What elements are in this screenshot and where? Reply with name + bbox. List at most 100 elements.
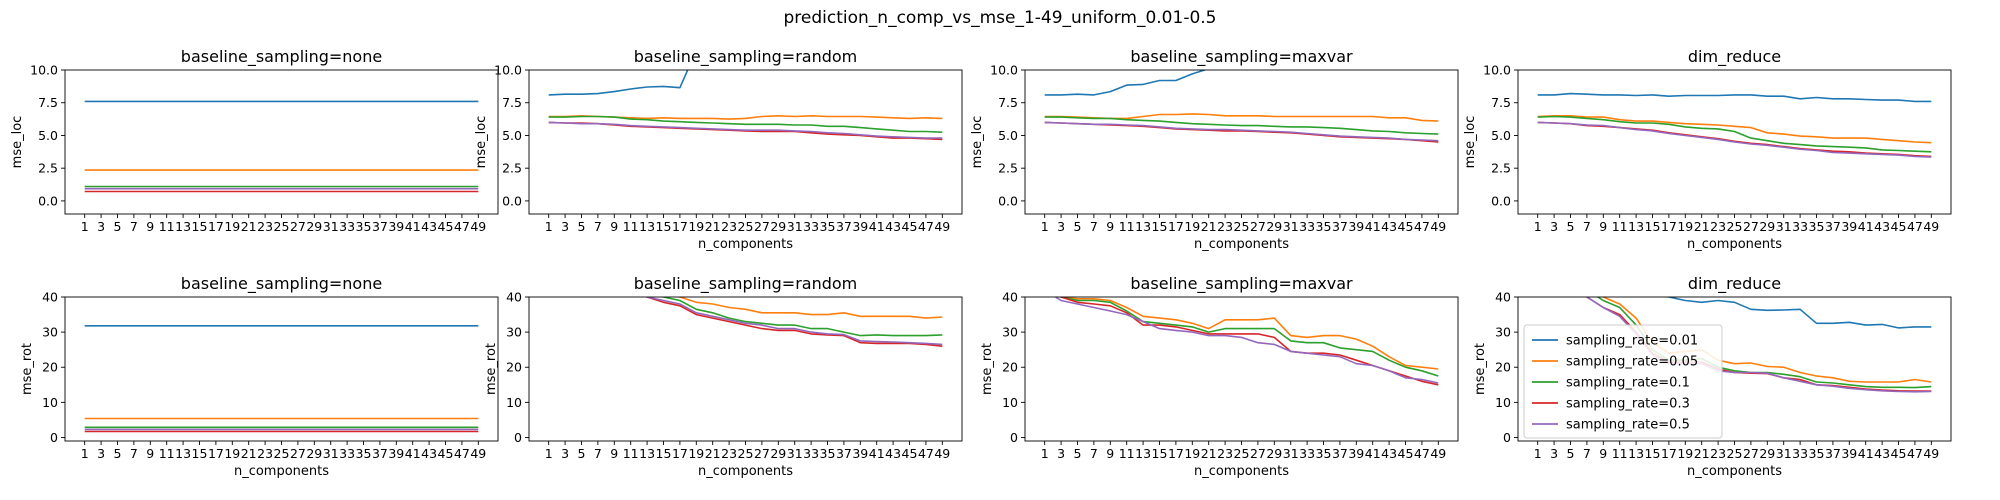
y-tick-label: 10 xyxy=(42,395,58,410)
x-tick-label: 47 xyxy=(1414,219,1430,234)
legend: sampling_rate=0.01 sampling_rate=0.05samp… xyxy=(1523,324,1723,439)
x-tick-label: 7 xyxy=(1090,446,1098,461)
x-tick-label: 31 xyxy=(1283,446,1299,461)
x-tick-label: 3 xyxy=(1550,446,1558,461)
y-tick-label: 0.0 xyxy=(38,193,58,208)
x-tick-label: 17 xyxy=(1168,446,1184,461)
x-tick-label: 21 xyxy=(241,219,257,234)
y-tick-label: 7.5 xyxy=(1491,95,1511,110)
x-tick-label: 9 xyxy=(1106,446,1114,461)
x-tick-label: 33 xyxy=(339,446,355,461)
y-axis-label: mse_loc xyxy=(10,116,25,169)
series-line-5 xyxy=(1537,121,1932,158)
y-tick-label: 5.0 xyxy=(998,128,1018,143)
x-tick-label: 1 xyxy=(1534,446,1542,461)
x-tick-label: 25 xyxy=(1727,219,1743,234)
x-tick-label: 37 xyxy=(1332,219,1348,234)
x-tick-label: 11 xyxy=(1612,446,1628,461)
series-line-1 xyxy=(1661,297,1932,329)
x-tick-label: 27 xyxy=(290,446,306,461)
x-tick-label: 9 xyxy=(146,219,154,234)
y-tick-label: 7.5 xyxy=(502,95,522,110)
panel-title: baseline_sampling=none xyxy=(181,47,382,67)
y-tick-label: 0.0 xyxy=(1491,193,1511,208)
x-tick-label: 29 xyxy=(770,219,786,234)
x-tick-label: 29 xyxy=(1266,219,1282,234)
x-tick-label: 9 xyxy=(610,446,618,461)
x-tick-label: 39 xyxy=(852,219,868,234)
x-tick-label: 45 xyxy=(1891,219,1907,234)
panel-3: baseline_sampling=maxvar 0.0 2.5 5.0 7.5 10.0… xyxy=(970,47,1459,252)
y-tick-label: 2.5 xyxy=(998,161,1018,176)
x-tick-label: 29 xyxy=(306,446,322,461)
x-tick-label: 17 xyxy=(1661,446,1677,461)
legend-entry: sampling_rate=0.1 xyxy=(1566,376,1690,391)
x-tick-label: 49 xyxy=(1923,219,1939,234)
x-axis-label: n_components xyxy=(698,464,793,479)
x-tick-label: 49 xyxy=(934,219,950,234)
x-tick-label: 35 xyxy=(1316,219,1332,234)
x-tick-label: 37 xyxy=(1332,446,1348,461)
x-tick-label: 35 xyxy=(820,219,836,234)
x-tick-label: 13 xyxy=(1135,446,1151,461)
x-tick-label: 21 xyxy=(1694,219,1710,234)
x-tick-label: 45 xyxy=(902,219,918,234)
legend-box xyxy=(1523,324,1723,439)
x-tick-label: 7 xyxy=(130,219,138,234)
y-tick-label: 10 xyxy=(1495,395,1511,410)
legend-entry: sampling_rate=0.5 xyxy=(1566,418,1690,433)
x-tick-label: 33 xyxy=(339,219,355,234)
x-tick-label: 35 xyxy=(820,446,836,461)
legend-entry: sampling_rate=0.01 xyxy=(1566,334,1698,349)
x-tick-label: 15 xyxy=(192,219,208,234)
y-axis-label: mse_rot xyxy=(1473,343,1488,395)
x-tick-label: 11 xyxy=(623,219,639,234)
x-tick-label: 31 xyxy=(1776,446,1792,461)
x-tick-label: 23 xyxy=(1710,446,1726,461)
y-axis-label: mse_rot xyxy=(484,343,499,395)
x-tick-label: 19 xyxy=(688,219,704,234)
x-axis-label: n_components xyxy=(234,464,329,479)
x-tick-label: 15 xyxy=(192,446,208,461)
x-tick-label: 31 xyxy=(1283,219,1299,234)
x-tick-label: 11 xyxy=(159,446,175,461)
x-tick-label: 27 xyxy=(754,446,770,461)
x-tick-label: 27 xyxy=(1250,219,1266,234)
series-line-3 xyxy=(659,297,943,337)
x-tick-label: 23 xyxy=(1710,219,1726,234)
x-tick-label: 45 xyxy=(438,446,454,461)
x-tick-label: 15 xyxy=(1645,446,1661,461)
x-tick-label: 15 xyxy=(656,219,672,234)
y-tick-label: 20 xyxy=(1495,360,1511,375)
y-tick-label: 30 xyxy=(42,325,58,340)
x-tick-label: 25 xyxy=(1234,219,1250,234)
x-tick-label: 41 xyxy=(869,219,885,234)
panel-title: baseline_sampling=maxvar xyxy=(1130,47,1353,67)
x-tick-label: 5 xyxy=(1074,446,1082,461)
y-tick-label: 2.5 xyxy=(502,161,522,176)
x-tick-label: 31 xyxy=(323,219,339,234)
y-tick-label: 2.5 xyxy=(38,161,58,176)
y-tick-label: 5.0 xyxy=(502,128,522,143)
x-tick-label: 19 xyxy=(1184,446,1200,461)
x-tick-label: 39 xyxy=(388,219,404,234)
series-line-3 xyxy=(1044,116,1439,135)
y-tick-label: 7.5 xyxy=(38,95,58,110)
x-tick-label: 49 xyxy=(470,219,486,234)
x-tick-label: 41 xyxy=(1365,446,1381,461)
x-tick-label: 5 xyxy=(1567,219,1575,234)
x-tick-label: 1 xyxy=(81,446,89,461)
series-line-2 xyxy=(672,297,943,319)
panel-2: baseline_sampling=random 0.0 2.5 5.0 7.5 10.0… xyxy=(474,47,963,252)
x-tick-label: 23 xyxy=(1217,446,1233,461)
y-tick-label: 10 xyxy=(1002,395,1018,410)
x-tick-label: 31 xyxy=(787,219,803,234)
x-tick-label: 43 xyxy=(885,219,901,234)
y-tick-label: 5.0 xyxy=(38,128,58,143)
x-tick-label: 49 xyxy=(1430,219,1446,234)
